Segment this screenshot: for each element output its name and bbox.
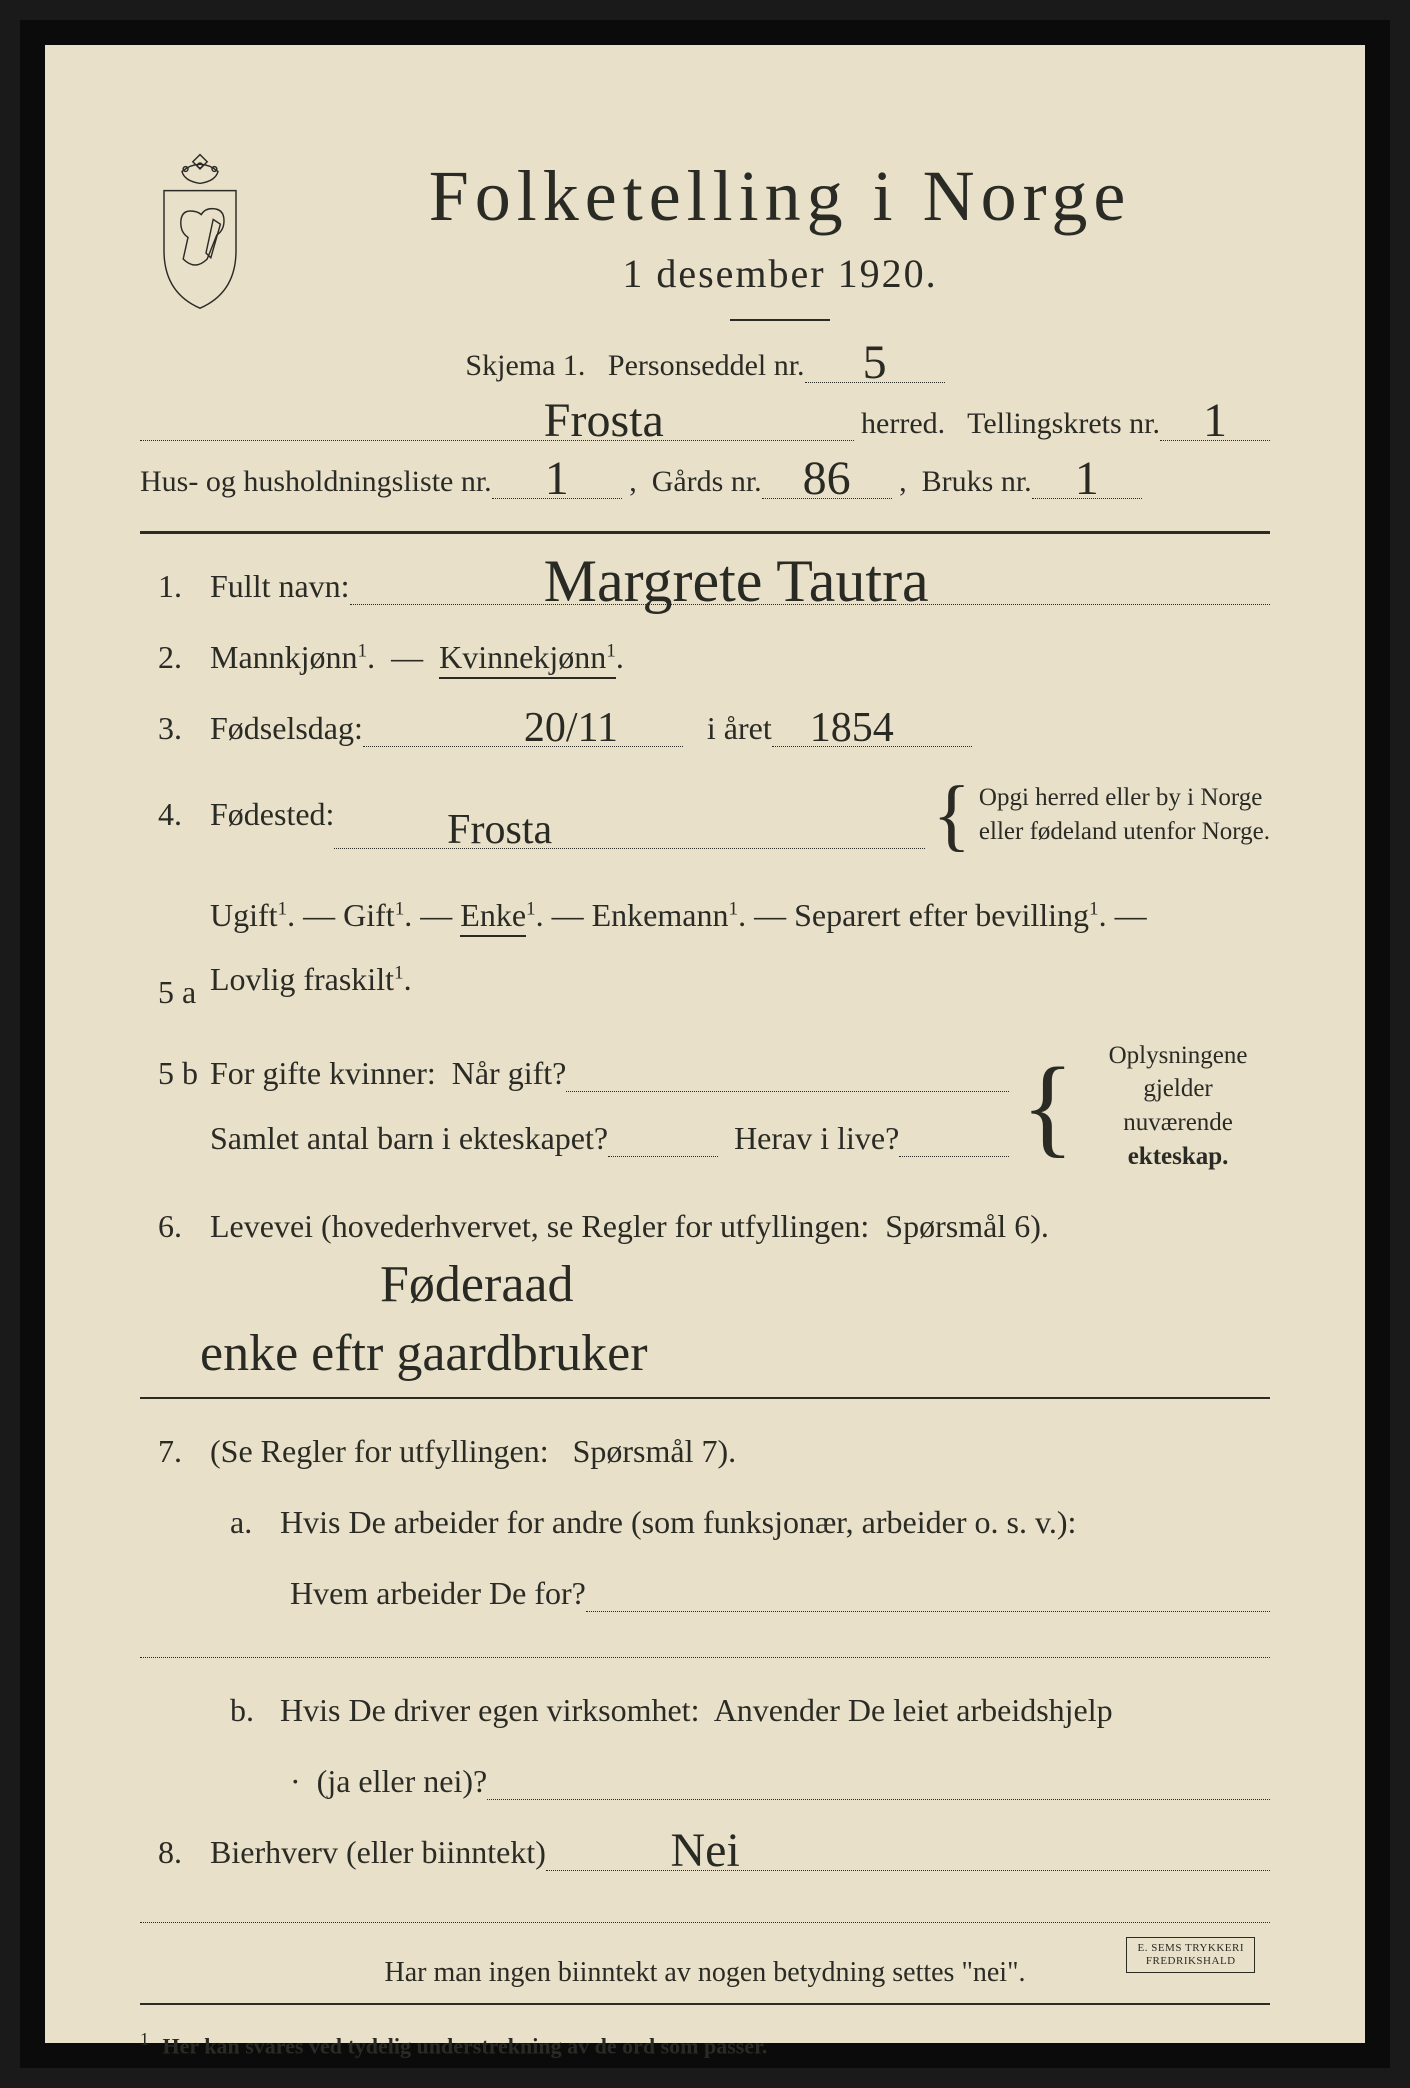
skjema-line: Skjema 1. Personseddel nr. 5 — [140, 349, 1270, 383]
q7b-text1: Hvis De driver egen virksomhet: Anvender… — [280, 1692, 1113, 1729]
herred-value: Frosta — [544, 393, 664, 448]
q5a-option: Enkemann1. — [592, 897, 746, 933]
bruks-label: , Bruks nr. — [892, 465, 1032, 499]
header: Folketelling i Norge 1 desember 1920. — [140, 125, 1270, 325]
title-block: Folketelling i Norge 1 desember 1920. — [290, 125, 1270, 321]
bottom-note: Har man ingen biinntekt av nogen betydni… — [140, 1957, 1270, 1989]
gards-nr: 86 — [803, 451, 851, 506]
q5a-option: Separert efter bevilling1. — [794, 897, 1107, 933]
personseddel-nr: 5 — [863, 335, 887, 390]
q4-value: Frosta — [447, 806, 552, 854]
main-title: Folketelling i Norge — [290, 155, 1270, 238]
skjema-label: Skjema 1. Personseddel nr. — [465, 349, 804, 383]
q2-opt-mann: Mannkjønn1. — — [210, 639, 439, 676]
title-rule — [730, 319, 830, 321]
q4-note: Opgi herred eller by i Norge eller fødel… — [979, 781, 1270, 849]
tellingskrets-nr: 1 — [1203, 393, 1227, 448]
q4-num: 4. — [140, 796, 210, 833]
q6-label: Levevei (hovederhvervet, se Regler for u… — [210, 1208, 1049, 1245]
printer-stamp: E. SEMS TRYKKERIFREDRIKSHALD — [1126, 1937, 1255, 1973]
q5a-num: 5 a — [140, 974, 210, 1011]
q3-year: 1854 — [810, 704, 894, 752]
q5a-options: Ugift1. — Gift1. — Enke1. — Enkemann1. —… — [210, 883, 1270, 1011]
brace-icon: { — [933, 791, 971, 839]
q1-label: Fullt navn: — [210, 568, 350, 605]
q1-value: Margrete Tautra — [544, 547, 929, 616]
q4-label: Fødested: — [210, 796, 334, 833]
herred-line: Frosta herred. Tellingskrets nr. 1 — [140, 407, 1270, 441]
q7b-line2: · (ja eller nei)? — [140, 1763, 1270, 1800]
q7-label: (Se Regler for utfyllingen: Spørsmål 7). — [210, 1433, 736, 1470]
brace-icon: { — [1021, 1079, 1074, 1134]
q7b-label: b. — [230, 1692, 280, 1729]
q2-num: 2. — [140, 639, 210, 676]
q1-num: 1. — [140, 568, 210, 605]
q7a-text2: Hvem arbeider De for? — [290, 1575, 586, 1612]
divider-1 — [140, 531, 1270, 534]
q7a-line1: a. Hvis De arbeider for andre (som funks… — [140, 1504, 1270, 1541]
gards-label: , Gårds nr. — [622, 465, 762, 499]
q3-year-label: i året — [683, 710, 772, 747]
q7b-text2: (ja eller nei)? — [317, 1763, 488, 1800]
q6-value-a: Føderaad — [140, 1255, 1270, 1314]
q7a-blank — [140, 1656, 1270, 1658]
q5b-label1: For gifte kvinner: Når gift? — [210, 1055, 566, 1092]
divider-3 — [140, 2003, 1270, 2005]
q3-num: 3. — [140, 710, 210, 747]
q7a-label: a. — [230, 1504, 280, 1541]
q5a-option: Enke1. — [460, 897, 543, 933]
q5b-line2: Samlet antal barn i ekteskapet? Herav i … — [140, 1120, 1009, 1157]
coat-of-arms-icon — [140, 145, 260, 325]
q3-day: 20/11 — [524, 704, 618, 752]
q8: 8. Bierhverv (eller biinntekt) Nei — [140, 1834, 1270, 1871]
census-form-page: Folketelling i Norge 1 desember 1920. Sk… — [20, 20, 1390, 2068]
divider-2 — [140, 1397, 1270, 1399]
hus-label: Hus- og husholdningsliste nr. — [140, 465, 492, 499]
q5b-label2a: Samlet antal barn i ekteskapet? — [210, 1120, 608, 1157]
q7b-line1: b. Hvis De driver egen virksomhet: Anven… — [140, 1692, 1270, 1729]
q8-blank — [140, 1921, 1270, 1923]
q5b-line1: 5 b For gifte kvinner: Når gift? — [140, 1055, 1009, 1092]
q7a-line2: Hvem arbeider De for? — [140, 1575, 1270, 1612]
q6: 6. Levevei (hovederhvervet, se Regler fo… — [140, 1208, 1270, 1245]
q7a-text1: Hvis De arbeider for andre (som funksjon… — [280, 1504, 1076, 1541]
herred-label: herred. Tellingskrets nr. — [854, 407, 1160, 441]
q3: 3. Fødselsdag: 20/11 i året 1854 — [140, 710, 1270, 747]
q1: 1. Fullt navn: Margrete Tautra — [140, 568, 1270, 605]
q2-opt-kvinne: Kvinnekjønn1. — [439, 639, 624, 676]
q8-label: Bierhverv (eller biinntekt) — [210, 1834, 546, 1871]
q8-num: 8. — [140, 1834, 210, 1871]
hus-line: Hus- og husholdningsliste nr. 1 , Gårds … — [140, 465, 1270, 499]
q8-value: Nei — [671, 1823, 740, 1878]
footnote: 1 Her kan svares ved tydelig understrekn… — [140, 2029, 1270, 2059]
q5b-note: Oplysningene gjelder nuværende ekteskap. — [1086, 1039, 1270, 1174]
q2: 2. Mannkjønn1. — Kvinnekjønn1. — [140, 639, 1270, 676]
q5a-option: Lovlig fraskilt1. — [210, 961, 412, 997]
q4: 4. Fødested: Frosta { Opgi herred eller … — [140, 781, 1270, 849]
q5b-label2b: Herav i live? — [718, 1120, 899, 1157]
q3-label: Fødselsdag: — [210, 710, 363, 747]
q5a-option: Ugift1. — [210, 897, 295, 933]
date-line: 1 desember 1920. — [290, 250, 1270, 297]
q5b: 5 b For gifte kvinner: Når gift? Samlet … — [140, 1039, 1270, 1174]
q7-num: 7. — [140, 1433, 210, 1470]
q7: 7. (Se Regler for utfyllingen: Spørsmål … — [140, 1433, 1270, 1470]
q5a: 5 a Ugift1. — Gift1. — Enke1. — Enkemann… — [140, 883, 1270, 1011]
q6-num: 6. — [140, 1208, 210, 1245]
bruks-nr: 1 — [1075, 451, 1099, 506]
hus-nr: 1 — [545, 451, 569, 506]
q5b-num: 5 b — [140, 1055, 210, 1092]
q5a-option: Gift1. — [343, 897, 412, 933]
q6-value-b: enke eftr gaardbruker — [140, 1324, 1270, 1383]
